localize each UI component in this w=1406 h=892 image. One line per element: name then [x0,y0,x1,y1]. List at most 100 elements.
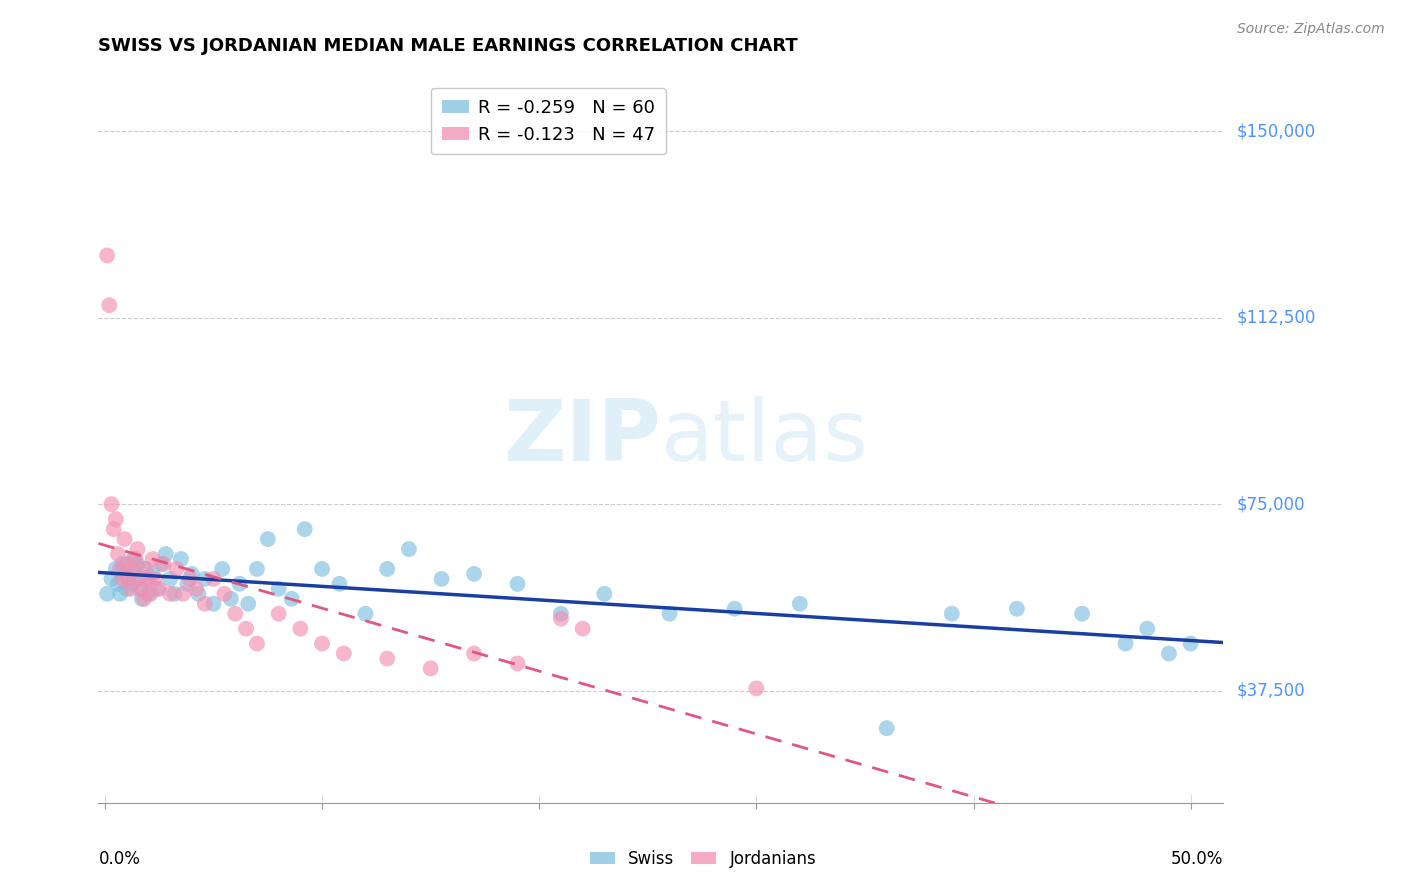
Point [202,572,225,586]
Point [135,562,157,576]
Point [131,582,153,596]
Point [375,562,398,576]
Point [98,298,121,312]
Point [127,542,149,557]
Point [146,582,169,596]
Point [128,582,150,596]
Point [124,552,146,566]
Point [103,522,125,536]
Point [294,522,316,536]
Point [1071,607,1094,621]
Point [100,497,122,511]
Text: $37,500: $37,500 [1237,681,1306,700]
Point [150,557,173,571]
Point [166,562,188,576]
Point [118,572,141,586]
Point [194,572,217,586]
Point [115,582,138,596]
Point [506,657,529,671]
Legend: Swiss, Jordanians: Swiss, Jordanians [583,844,823,875]
Text: $112,500: $112,500 [1237,309,1316,326]
Point [267,607,290,621]
Point [100,572,122,586]
Point [550,607,572,621]
Point [311,562,333,576]
Point [148,582,170,596]
Point [108,587,131,601]
Point [107,577,129,591]
Point [333,647,356,661]
Point [256,532,278,546]
Point [159,572,181,586]
Point [128,572,150,586]
Point [593,587,616,601]
Text: ZIP: ZIP [503,395,661,479]
Point [127,557,149,571]
Point [131,591,153,606]
Point [107,547,129,561]
Point [328,577,350,591]
Point [172,587,194,601]
Point [180,566,202,581]
Point [104,512,127,526]
Point [398,542,420,557]
Point [506,577,529,591]
Point [96,587,118,601]
Text: atlas: atlas [661,395,869,479]
Point [789,597,811,611]
Point [1180,636,1202,650]
Legend: R = -0.259   N = 60, R = -0.123   N = 47: R = -0.259 N = 60, R = -0.123 N = 47 [430,87,666,154]
Text: 0.0%: 0.0% [98,850,141,868]
Point [876,721,898,735]
Point [550,612,572,626]
Point [184,582,207,596]
Point [120,582,142,596]
Point [104,562,127,576]
Point [132,562,155,576]
Point [143,572,166,586]
Point [375,651,398,665]
Point [238,597,260,611]
Point [463,566,485,581]
Point [419,661,441,675]
Point [108,562,131,576]
Point [463,647,485,661]
Point [132,591,155,606]
Point [1136,622,1159,636]
Point [246,562,269,576]
Point [1005,601,1028,615]
Point [1157,647,1180,661]
Point [163,587,186,601]
Point [280,591,302,606]
Point [155,547,177,561]
Point [179,572,201,586]
Point [120,577,142,591]
Point [111,572,134,586]
Text: 50.0%: 50.0% [1171,850,1223,868]
Point [124,566,146,581]
Text: $75,000: $75,000 [1237,495,1306,513]
Point [114,566,136,581]
Point [571,622,593,636]
Point [187,587,209,601]
Point [246,636,269,650]
Point [142,552,165,566]
Point [135,572,157,586]
Point [430,572,453,586]
Point [267,582,290,596]
Point [228,577,250,591]
Point [152,557,174,571]
Point [202,597,225,611]
Point [224,607,246,621]
Point [114,532,136,546]
Point [290,622,312,636]
Point [96,248,118,262]
Text: $150,000: $150,000 [1237,122,1316,140]
Point [745,681,768,696]
Point [211,562,233,576]
Point [138,572,160,586]
Text: Source: ZipAtlas.com: Source: ZipAtlas.com [1237,22,1385,37]
Point [118,572,141,586]
Point [176,577,198,591]
Point [122,552,145,566]
